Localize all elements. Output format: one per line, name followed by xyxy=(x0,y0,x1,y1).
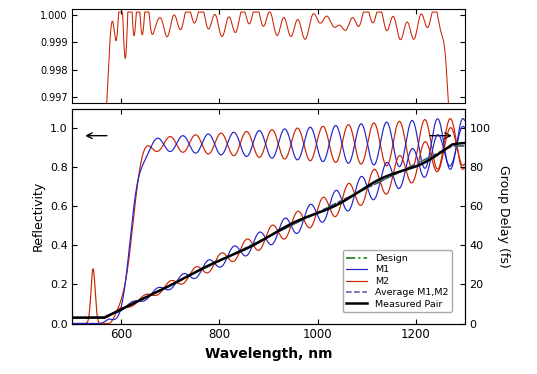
Legend: Design, M1, M2, Average M1,M2, Measured Pair: Design, M1, M2, Average M1,M2, Measured … xyxy=(343,250,452,312)
Measured Pair xyxy=(238,249,245,253)
Design xyxy=(138,297,144,302)
M2 xyxy=(115,307,121,312)
M2 xyxy=(101,316,107,321)
Line: M1: M1 xyxy=(72,126,469,318)
Average M1,M2 xyxy=(221,256,228,261)
M2 xyxy=(416,158,422,162)
Design xyxy=(238,248,245,252)
M1 xyxy=(416,162,422,167)
Line: Average M1,M2: Average M1,M2 xyxy=(72,146,469,318)
Average M1,M2 xyxy=(238,248,245,252)
M1 xyxy=(239,251,245,256)
Design xyxy=(416,160,422,165)
M1 xyxy=(460,124,466,129)
M1 xyxy=(466,144,473,148)
Average M1,M2 xyxy=(416,160,422,165)
Measured Pair xyxy=(221,256,228,261)
Average M1,M2 xyxy=(69,315,76,320)
Y-axis label: Reflectivity: Reflectivity xyxy=(31,181,45,251)
Average M1,M2 xyxy=(114,309,121,313)
Average M1,M2 xyxy=(464,144,470,148)
Design xyxy=(466,144,473,148)
Measured Pair xyxy=(466,141,473,145)
Design xyxy=(114,309,121,313)
Measured Pair xyxy=(459,141,465,145)
M1 xyxy=(69,315,76,320)
M2 xyxy=(239,244,245,248)
Design xyxy=(69,315,76,320)
Line: Design: Design xyxy=(72,146,469,318)
M2 xyxy=(466,144,473,148)
Average M1,M2 xyxy=(459,144,465,148)
Measured Pair xyxy=(416,163,422,168)
M2 xyxy=(222,252,228,256)
Line: Measured Pair: Measured Pair xyxy=(72,143,469,318)
Measured Pair xyxy=(463,141,470,145)
M2 xyxy=(447,125,454,130)
M2 xyxy=(69,315,76,320)
M1 xyxy=(222,260,228,264)
M1 xyxy=(93,316,99,320)
X-axis label: Wavelength, nm: Wavelength, nm xyxy=(205,347,332,361)
M2 xyxy=(459,162,465,167)
Measured Pair xyxy=(114,309,121,313)
Average M1,M2 xyxy=(466,144,473,148)
Measured Pair xyxy=(69,315,76,320)
M1 xyxy=(459,125,465,130)
Measured Pair xyxy=(138,297,144,302)
Design xyxy=(459,144,465,148)
Average M1,M2 xyxy=(138,297,144,302)
Y-axis label: Group Delay (fs): Group Delay (fs) xyxy=(497,165,510,267)
M1 xyxy=(138,299,144,304)
Design xyxy=(221,256,228,261)
Line: M2: M2 xyxy=(72,128,469,318)
M2 xyxy=(138,295,144,300)
M1 xyxy=(115,310,121,315)
Design xyxy=(449,144,455,148)
